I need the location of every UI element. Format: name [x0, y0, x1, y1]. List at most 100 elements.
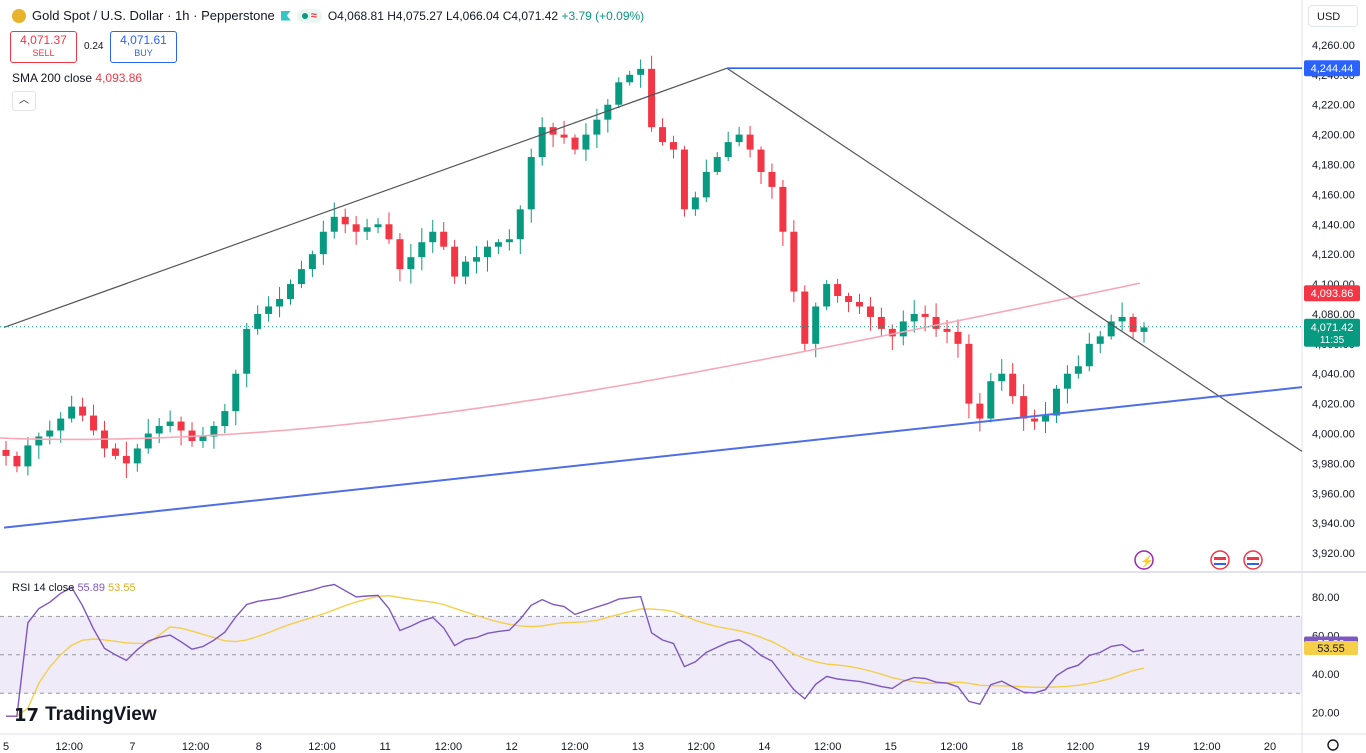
- candle-body: [669, 142, 677, 150]
- time-tick-label: 13: [632, 741, 644, 753]
- rsi-legend[interactable]: RSI 14 close 55.89 53.55: [12, 582, 136, 594]
- candle-body: [954, 331, 962, 344]
- candle-body: [866, 306, 874, 317]
- flag-stripe: [1214, 557, 1226, 560]
- candle-body: [845, 296, 853, 302]
- candle-body: [483, 246, 491, 258]
- candle-body: [1042, 415, 1050, 422]
- candle-body: [1020, 396, 1028, 419]
- candle-body: [1140, 327, 1148, 332]
- candle-body: [276, 299, 284, 307]
- candle-body: [494, 242, 502, 247]
- price-tick-label: 4,080.00: [1312, 309, 1355, 321]
- flag-stripe: [1214, 563, 1226, 565]
- time-tick-label: 12:00: [687, 741, 715, 753]
- candle-body: [593, 119, 601, 135]
- candle-body: [374, 224, 382, 228]
- support-trendline: [3, 386, 1303, 529]
- candle-body: [801, 291, 809, 344]
- lightning-event-icon: [1134, 550, 1154, 570]
- candle-body: [648, 68, 656, 128]
- sma-legend[interactable]: SMA 200 close 4,093.86: [12, 71, 142, 85]
- sell-button[interactable]: 4,071.37 SELL: [10, 31, 77, 63]
- candle-body: [177, 421, 185, 431]
- spread-value: 0.24: [84, 41, 104, 52]
- sell-label: SELL: [32, 48, 55, 58]
- price-tick-label: 3,960.00: [1312, 488, 1355, 500]
- candle-body: [637, 68, 645, 75]
- current-price-label: 4,071.42: [1311, 322, 1354, 334]
- candle-body: [35, 436, 43, 446]
- symbol-title[interactable]: Gold Spot / U.S. Dollar · 1h · Peppersto…: [32, 8, 275, 23]
- tradingview-logo[interactable]: 𝟭𝟳 TradingView: [14, 704, 157, 726]
- time-tick-label: 18: [1011, 741, 1023, 753]
- rsi-legend-value: 55.89: [77, 582, 105, 594]
- price-tick-label: 4,140.00: [1312, 219, 1355, 231]
- sma-line: [0, 282, 1141, 441]
- price-tick-label: 4,020.00: [1312, 399, 1355, 411]
- sma-value: 4,093.86: [95, 71, 143, 85]
- price-tick-label: 3,940.00: [1312, 518, 1355, 530]
- candle-body: [46, 430, 54, 437]
- rsi-tick-label: 40.00: [1312, 669, 1340, 681]
- candle-body: [735, 134, 743, 143]
- buy-button[interactable]: 4,071.61 BUY: [110, 31, 177, 63]
- candle-body: [352, 224, 360, 232]
- candle-body: [1031, 418, 1039, 422]
- candle-body: [724, 142, 732, 158]
- price-tick-label: 4,220.00: [1312, 100, 1355, 112]
- candle-body: [768, 171, 776, 187]
- time-tick-label: 12:00: [940, 741, 968, 753]
- candle-body: [232, 373, 240, 412]
- candle-body: [308, 254, 316, 270]
- time-tick-label: 15: [885, 741, 897, 753]
- equals-icon: ≈: [310, 9, 317, 22]
- candle-body: [319, 231, 327, 255]
- time-tick-label: 12:00: [55, 741, 83, 753]
- candle-body: [462, 261, 470, 277]
- candle-body: [965, 343, 973, 404]
- candle-body: [265, 306, 273, 314]
- price-tick-label: 3,920.00: [1312, 548, 1355, 560]
- time-tick-label: 12:00: [308, 741, 336, 753]
- time-tick-label: 5: [3, 741, 9, 753]
- candle-body: [1096, 336, 1104, 344]
- settings-gear-icon: [1327, 739, 1339, 751]
- candle-body: [1074, 366, 1082, 374]
- flag-icon[interactable]: [280, 10, 291, 21]
- candle-body: [659, 127, 667, 143]
- price-tick-label: 3,980.00: [1312, 458, 1355, 470]
- currency-selector[interactable]: USD: [1308, 5, 1358, 27]
- rsi-ma-value-label: 53.55: [1317, 643, 1345, 655]
- candle-body: [910, 313, 918, 322]
- candle-body: [144, 433, 152, 449]
- candle-body: [429, 231, 437, 243]
- candle-body: [330, 216, 338, 232]
- low-value: L4,066.04: [445, 8, 500, 23]
- time-tick-label: 11: [379, 741, 390, 753]
- rsi-tick-label: 20.00: [1312, 707, 1340, 719]
- market-status-pill[interactable]: ≈: [296, 8, 322, 23]
- sma-price-label: 4,093.86: [1311, 288, 1354, 300]
- countdown-label: 11:35: [1320, 335, 1345, 346]
- candle-body: [943, 328, 951, 332]
- candle-body: [702, 171, 710, 198]
- descending-trendline: [726, 67, 1303, 452]
- buy-price: 4,071.61: [120, 33, 167, 47]
- candle-body: [757, 149, 765, 172]
- collapse-legend-button[interactable]: ︿: [12, 91, 36, 111]
- candle-body: [133, 448, 141, 464]
- time-tick-label: 19: [1137, 741, 1149, 753]
- candle-body: [626, 74, 634, 83]
- candle-body: [932, 316, 940, 329]
- candle-body: [516, 209, 524, 240]
- chevron-up-icon: ︿: [19, 95, 29, 106]
- candle-body: [1129, 316, 1137, 332]
- time-tick-label: 12:00: [561, 741, 589, 753]
- candle-body: [713, 157, 721, 172]
- open-value: O4,068.81: [327, 8, 384, 23]
- sell-price: 4,071.37: [20, 33, 67, 47]
- tv-logo-text: TradingView: [45, 704, 157, 725]
- candle-body: [527, 157, 535, 210]
